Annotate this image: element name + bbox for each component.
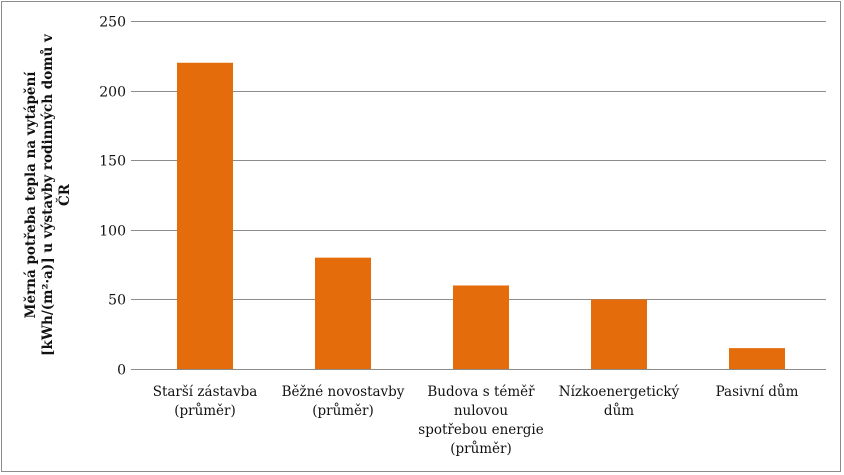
y-tick-labels: 0 50 100 150 200 250 (99, 15, 126, 379)
x-category-label: Nízkoenergetický dům (559, 384, 680, 419)
y-axis-title-text: Měrná potřeba tepla na vytápění[kWh/(m²·… (23, 33, 73, 356)
x-category-label-line: (průměr) (450, 441, 512, 457)
x-category-label-line: Běžné novostavby (282, 384, 405, 400)
x-category-label-line: Starší zástavba (153, 384, 258, 400)
x-category-label: Běžné novostavby (průměr) (282, 384, 405, 419)
y-tick-label: 200 (99, 85, 126, 101)
x-category-label-line: Budova s téměř (427, 384, 535, 400)
x-category-label-line: (průměr) (312, 403, 374, 419)
y-tick-label: 100 (99, 224, 126, 240)
x-category-label: Budova s téměř nulovou spotřebou energie (p… (418, 384, 543, 457)
y-axis-title-line: ČR (56, 183, 73, 206)
x-category-label: Pasivní dům (716, 384, 799, 400)
grid-layer (131, 21, 826, 370)
bars-layer (177, 62, 785, 369)
x-category-label-line: dům (604, 403, 634, 419)
y-tick-label: 0 (117, 363, 126, 379)
bar (315, 257, 371, 369)
bar (453, 285, 509, 369)
y-tick-label: 50 (108, 293, 126, 309)
y-axis-title-line: [kWh/(m²·a)] u výstavby rodinných domů v (40, 33, 56, 356)
y-tick-label: 150 (99, 154, 126, 170)
x-category-label-line: spotřebou energie (418, 422, 543, 438)
y-axis-title-line: Měrná potřeba tepla na vytápění (23, 71, 39, 319)
x-category-label-line: Nízkoenergetický (559, 384, 680, 400)
y-tick-label: 250 (99, 15, 126, 31)
bar (591, 299, 647, 369)
x-category-label-line: nulovou (454, 403, 509, 419)
y-axis-title: Měrná potřeba tepla na vytápění[kWh/(m²·… (23, 33, 73, 356)
bar (177, 62, 233, 369)
x-category-label-line: Pasivní dům (716, 384, 799, 400)
x-category-label-line: (průměr) (174, 403, 236, 419)
bar (729, 348, 785, 369)
x-category-label: Starší zástavba (průměr) (153, 384, 258, 419)
x-category-labels: Starší zástavba (průměr) Běžné novostavby (… (153, 384, 799, 457)
